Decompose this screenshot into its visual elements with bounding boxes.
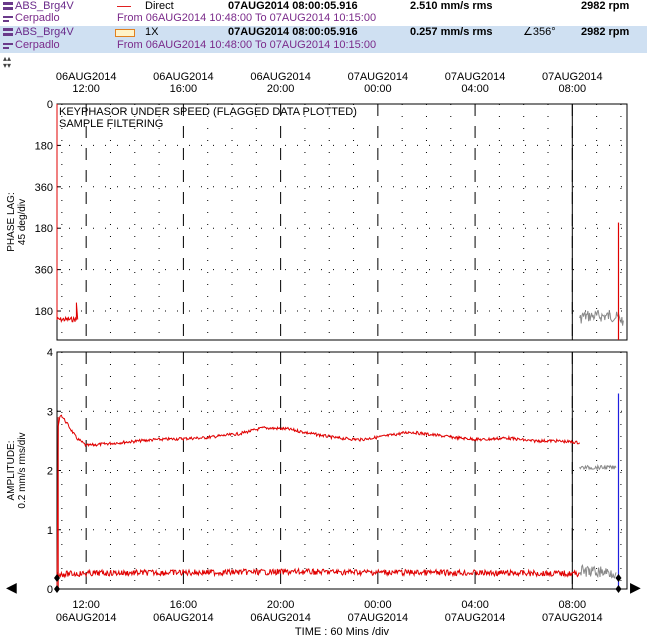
phase-annotation-1: KEYPHASOR UNDER SPEED (FLAGGED DATA PLOT… (59, 106, 357, 118)
bottom-tick-date: 06AUG2014 (56, 612, 117, 624)
top-tick-date: 07AUG2014 (542, 71, 603, 83)
amplitude-tick-label: 1 (47, 525, 53, 537)
phase-panel-frame (56, 103, 628, 341)
timestamp: 07AUG2014 08:00:05.916 (228, 0, 358, 12)
value: 0.257 mm/s rms (410, 26, 493, 38)
phase-tick-label: 180 (35, 306, 53, 318)
amplitude-tick-label: 0 (47, 584, 53, 596)
header-row-direct-sub: Cerpadlo From 06AUG2014 10:48:00 To 07AU… (0, 12, 647, 26)
diamond-marker (615, 574, 622, 582)
top-tick-time: 16:00 (170, 83, 198, 95)
scroll-right-arrow-icon[interactable]: ▶ (630, 579, 641, 595)
point-name: ABS_Brg4V (15, 26, 74, 38)
machine-icon (2, 13, 14, 25)
trace-icon (2, 26, 14, 38)
top-tick-date: 07AUG2014 (348, 71, 409, 83)
direct-trace-gray (579, 463, 617, 472)
top-tick-time: 04:00 (461, 83, 489, 95)
legend-box-1x (115, 29, 135, 37)
machine-icon (2, 40, 14, 52)
trace-icon (2, 0, 14, 12)
legend-label: Direct (145, 0, 174, 12)
header-row-1x[interactable]: ABS_Brg4V 1X 07AUG2014 08:00:05.916 0.25… (0, 26, 647, 40)
time-range: From 06AUG2014 10:48:00 To 07AUG2014 10:… (117, 12, 377, 24)
machine-name: Cerpadlo (15, 39, 60, 51)
scroll-left-arrow-icon[interactable]: ◀ (6, 579, 17, 595)
amplitude-tick-label: 3 (47, 406, 53, 418)
point-name: ABS_Brg4V (15, 0, 74, 12)
onex-trace (56, 567, 580, 579)
speed: 2982 rpm (581, 0, 630, 12)
direct-trace (56, 414, 580, 588)
diamond-marker (615, 585, 622, 593)
diamond-marker (54, 574, 60, 582)
amplitude-ylabel-1: AMPLITUDE: (6, 440, 17, 500)
bottom-tick-date: 07AUG2014 (348, 612, 409, 624)
header-row-1x-sub: Cerpadlo From 06AUG2014 10:48:00 To 07AU… (0, 39, 647, 53)
onex-trace-gray (579, 564, 617, 579)
phase-annotation-2: SAMPLE FILTERING (59, 118, 163, 130)
time-range: From 06AUG2014 10:48:00 To 07AUG2014 10:… (117, 39, 377, 51)
phase-1x-trace (56, 104, 79, 324)
speed: 2982 rpm (581, 26, 630, 38)
bottom-tick-time: 08:00 (559, 599, 587, 611)
legend-line-direct (117, 6, 131, 7)
phase-tick-label: 180 (35, 140, 53, 152)
top-tick-date: 07AUG2014 (445, 71, 506, 83)
phase-tick-label: 360 (35, 182, 53, 194)
timestamp: 07AUG2014 08:00:05.916 (228, 26, 358, 38)
x-axis-label: TIME : 60 Mins /div (295, 626, 390, 638)
top-tick-time: 08:00 (559, 83, 587, 95)
phase-ylabel-2: 45 deg/div (17, 199, 28, 245)
phase-tick-label: 360 (35, 265, 53, 277)
bottom-tick-time: 00:00 (364, 599, 392, 611)
top-tick-time: 20:00 (267, 83, 295, 95)
expand-toggle-icon[interactable]: ▴▴ ▾▾ (3, 54, 12, 70)
amplitude-tick-label: 4 (47, 347, 53, 359)
diamond-marker (54, 585, 60, 593)
bottom-tick-date: 07AUG2014 (542, 612, 603, 624)
top-tick-time: 12:00 (72, 83, 100, 95)
bottom-tick-date: 07AUG2014 (445, 612, 506, 624)
legend-label: 1X (145, 26, 159, 38)
bottom-tick-time: 12:00 (72, 599, 100, 611)
value: 2.510 mm/s rms (410, 0, 493, 12)
phase: ∠356° (523, 26, 556, 38)
phase-1x-trace-gray (579, 309, 624, 326)
bottom-tick-date: 06AUG2014 (250, 612, 311, 624)
bottom-tick-time: 20:00 (267, 599, 295, 611)
top-tick-date: 06AUG2014 (153, 71, 214, 83)
machine-name: Cerpadlo (15, 12, 60, 24)
phase-tick-label: 0 (47, 99, 53, 111)
amplitude-ylabel-2: 0.2 mm/s rms/div (17, 432, 28, 508)
top-tick-date: 06AUG2014 (56, 71, 117, 83)
header-row-direct[interactable]: ABS_Brg4V Direct 07AUG2014 08:00:05.916 … (0, 0, 647, 14)
amplitude-tick-label: 2 (47, 466, 53, 478)
top-tick-date: 06AUG2014 (250, 71, 311, 83)
amplitude-panel-frame (56, 351, 628, 590)
bottom-tick-time: 04:00 (461, 599, 489, 611)
top-tick-time: 00:00 (364, 83, 392, 95)
phase-tick-label: 180 (35, 223, 53, 235)
bottom-tick-time: 16:00 (170, 599, 198, 611)
phase-ylabel-1: PHASE LAG: (6, 192, 17, 251)
bottom-tick-date: 06AUG2014 (153, 612, 214, 624)
